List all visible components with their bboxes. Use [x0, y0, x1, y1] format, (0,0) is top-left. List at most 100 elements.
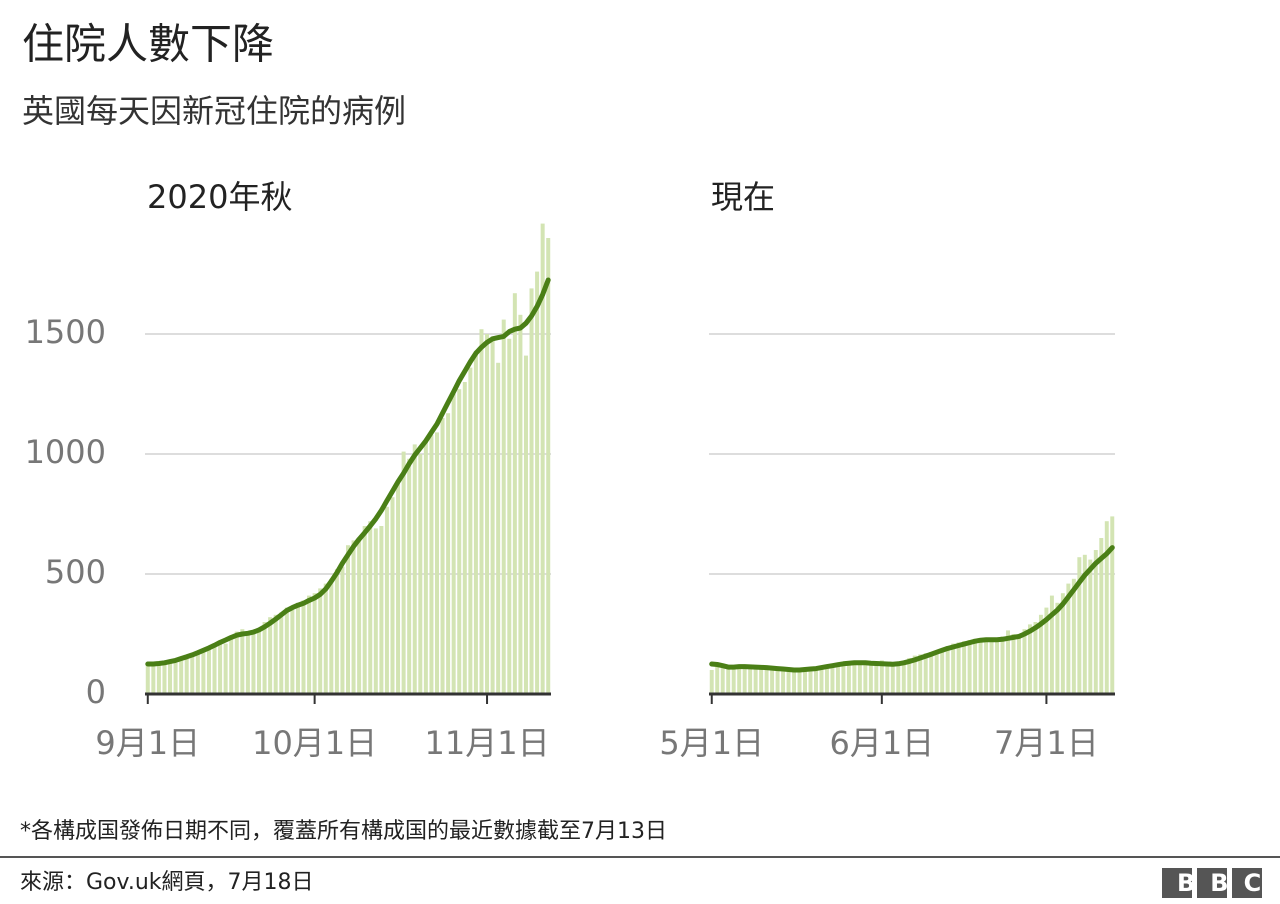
y-tick-label: 500 [45, 553, 106, 591]
bar [529, 288, 534, 694]
bar [173, 662, 178, 694]
bar [257, 631, 262, 694]
average-line [145, 277, 551, 667]
bar [318, 588, 323, 694]
bar [290, 610, 295, 694]
bar [995, 638, 1000, 694]
bar [1055, 602, 1060, 694]
bar [890, 665, 895, 694]
bar [373, 528, 378, 694]
bar [206, 647, 211, 694]
bar [715, 662, 720, 694]
bar [351, 540, 356, 694]
bar [803, 668, 807, 694]
bar [797, 671, 802, 694]
bar [401, 451, 406, 694]
bar [535, 271, 540, 694]
bar [195, 652, 200, 694]
bar [852, 662, 857, 694]
bar [940, 648, 945, 694]
bar [168, 663, 173, 694]
bar [234, 631, 239, 694]
bar [792, 670, 797, 694]
bar [468, 367, 473, 694]
bar [989, 638, 994, 694]
bar [929, 652, 934, 694]
average-line [709, 545, 1115, 673]
bar [162, 660, 167, 694]
bar [301, 600, 306, 694]
bar [923, 653, 928, 694]
bar [485, 334, 490, 694]
bar [824, 665, 829, 694]
bar [501, 319, 506, 694]
bar [145, 665, 150, 694]
bar [1022, 629, 1027, 694]
chart-subtitle: 英國每天因新冠住院的病例 [22, 92, 406, 130]
bar [830, 665, 835, 694]
bar [907, 658, 912, 694]
bar [786, 669, 791, 694]
bar [1099, 538, 1104, 694]
bar [407, 458, 412, 694]
bar [1104, 521, 1109, 694]
bar [1000, 636, 1005, 694]
bar [412, 444, 417, 694]
bar [841, 662, 846, 694]
bar [479, 329, 484, 694]
bar [868, 664, 873, 694]
bar [901, 661, 906, 694]
x-tick-label: 6月1日 [829, 724, 934, 762]
panel-title: 2020年秋 [147, 178, 292, 216]
bar [334, 569, 339, 694]
bar [229, 638, 234, 694]
bar [307, 595, 312, 694]
bar [1077, 557, 1082, 694]
bar [770, 668, 775, 694]
bar [874, 661, 879, 694]
source: 來源：Gov.uk網頁，7月18日 [20, 870, 314, 895]
y-tick-label: 1000 [25, 433, 106, 471]
logo-box [1197, 868, 1227, 898]
logo-box [1232, 868, 1262, 898]
bar [1088, 559, 1093, 694]
bar [775, 670, 780, 694]
bar [835, 663, 840, 694]
bar [279, 612, 284, 694]
bar [523, 355, 528, 694]
bar [808, 668, 813, 694]
bar [446, 413, 451, 694]
bar [731, 666, 736, 694]
bar [1093, 550, 1098, 694]
bar [423, 442, 428, 694]
bar [978, 641, 983, 694]
bar [967, 640, 972, 694]
bar [819, 666, 824, 694]
bar [345, 545, 351, 694]
bar [737, 665, 742, 694]
y-tick-label: 0 [86, 673, 106, 711]
y-tick-label: 1500 [25, 313, 106, 351]
bar [742, 667, 747, 694]
bar [362, 526, 367, 694]
bar [268, 617, 273, 694]
bar [1027, 624, 1032, 694]
x-tick-label: 9月1日 [95, 724, 200, 762]
footnote: *各構成国發佈日期不同，覆蓋所有構成国的最近數據截至7月13日 [20, 819, 667, 844]
bar [273, 614, 278, 694]
bar [1033, 622, 1038, 694]
bar [1011, 634, 1016, 694]
bar [251, 634, 256, 694]
bar [184, 655, 189, 694]
bar [540, 223, 545, 694]
bar [473, 350, 478, 694]
bar [748, 667, 753, 694]
bar [546, 238, 551, 694]
bar [340, 566, 345, 694]
bar [951, 643, 956, 694]
bar [918, 654, 923, 694]
bar [1049, 595, 1054, 694]
bar [507, 338, 512, 694]
bar [518, 314, 523, 694]
bar [496, 362, 501, 694]
